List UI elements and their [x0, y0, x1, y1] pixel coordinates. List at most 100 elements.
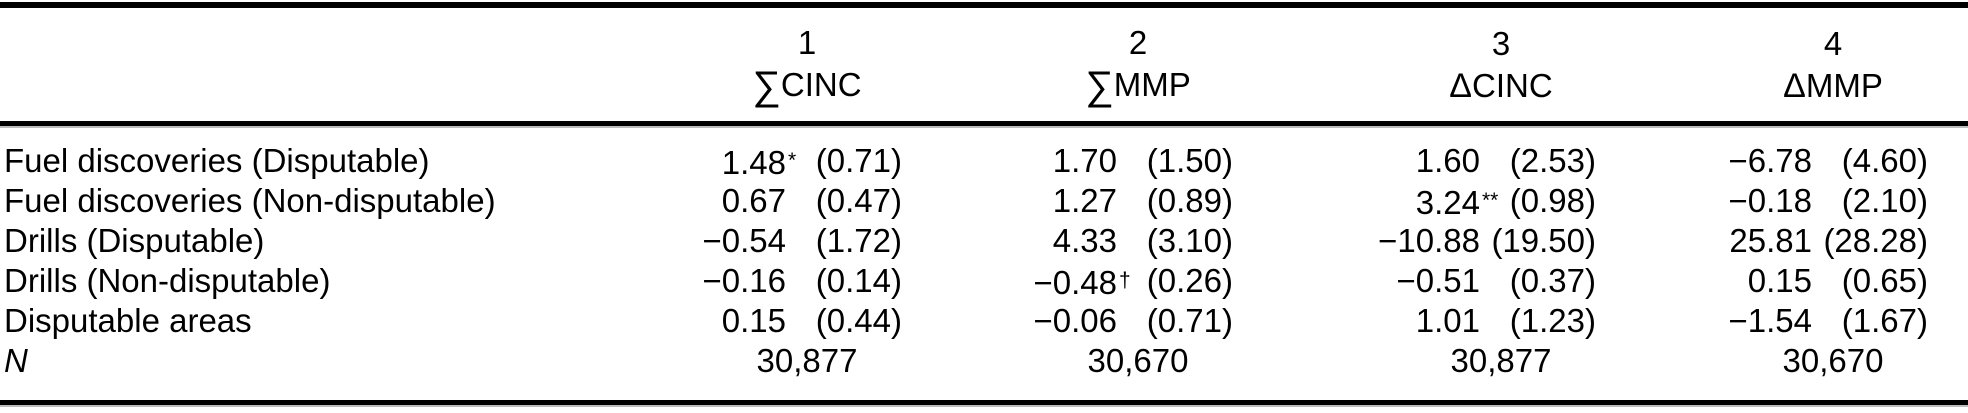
coefficient-value: 3.24** — [1233, 181, 1499, 221]
row-label: Fuel discoveries (Disputable) — [4, 142, 430, 179]
row-label: Drills (Non-disputable) — [4, 262, 331, 299]
header-label-spacer — [4, 8, 560, 121]
standard-error: (1.67) — [1841, 302, 1928, 339]
sum-symbol: ∑ — [1085, 64, 1114, 108]
coefficient-value: 4.33 — [1052, 222, 1117, 259]
coefficient-cell: 1.70 (1.50) — [902, 141, 1233, 181]
coefficient-value: −0.06 — [1033, 302, 1118, 339]
coefficient-cell: 0.15 (0.65) — [1596, 261, 1928, 301]
standard-error: (0.14) — [815, 262, 902, 299]
coefficient-cell: 0.67 (0.47) — [560, 181, 902, 221]
coefficient-cell: 1.01 (1.23) — [1233, 301, 1596, 341]
table-row: Disputable areas 0.15 (0.44) −0.06 (0.71… — [4, 301, 1928, 341]
row-label: Fuel discoveries (Non-disputable) — [4, 182, 496, 219]
coefficient-cell: −1.54 (1.67) — [1596, 301, 1929, 341]
standard-error: (4.60) — [1841, 142, 1928, 179]
column-number: 1 — [797, 24, 817, 61]
coefficient-value: 1.27 — [1052, 182, 1117, 219]
table-body: Fuel discoveries (Disputable) 1.48* (0.7… — [4, 141, 1928, 381]
coefficient-cell: −0.06 (0.71) — [902, 301, 1234, 341]
coefficient-value: 0.15 — [721, 302, 786, 339]
column-title: ∑MMP — [1043, 64, 1233, 107]
standard-error: (3.10) — [1146, 222, 1233, 259]
n-label: N — [4, 342, 28, 379]
n-cell: 30,877 — [560, 341, 902, 381]
n-value: 30,670 — [1782, 342, 1884, 379]
coefficient-cell: 1.60 (2.53) — [1233, 141, 1596, 181]
standard-error: (1.23) — [1509, 302, 1596, 339]
coefficient-value: −0.51 — [1396, 262, 1481, 299]
standard-error: (0.98) — [1509, 182, 1596, 219]
column-header-3: 3 ΔCINC — [1233, 8, 1596, 121]
coefficient-cell: 25.81 (28.28) — [1596, 221, 1928, 261]
n-cell: 30,877 — [1233, 341, 1596, 381]
column-header-4: 4 ΔMMP — [1596, 8, 1928, 121]
coefficient-value: −0.48† — [902, 261, 1131, 301]
table-rule-top — [0, 2, 1968, 8]
column-number: 2 — [1128, 24, 1148, 61]
coefficient-value: 25.81 — [1729, 222, 1812, 259]
coefficient-cell: 0.15 (0.44) — [560, 301, 902, 341]
column-title: ∑CINC — [712, 64, 902, 107]
coefficient-cell: −0.51 (0.37) — [1233, 261, 1597, 301]
table-row: Fuel discoveries (Disputable) 1.48* (0.7… — [4, 141, 1928, 181]
column-header-2: 2 ∑MMP — [902, 8, 1233, 121]
standard-error: (0.47) — [815, 182, 902, 219]
standard-error: (2.53) — [1509, 142, 1596, 179]
coefficient-cell: 4.33 (3.10) — [902, 221, 1233, 261]
table-header-row: 1 ∑CINC 2 ∑MMP 3 ΔCINC 4 ΔMMP — [4, 8, 1928, 121]
column-title: ΔMMP — [1738, 65, 1928, 107]
coefficient-cell: −0.18 (2.10) — [1596, 181, 1929, 221]
n-value: 30,670 — [1087, 342, 1189, 379]
coefficient-value: 1.48* — [560, 141, 796, 181]
coefficient-cell: −0.54 (1.72) — [560, 221, 903, 261]
coefficient-cell: 1.27 (0.89) — [902, 181, 1233, 221]
standard-error: (0.26) — [1146, 262, 1233, 299]
coefficient-value: 1.70 — [1052, 142, 1117, 179]
standard-error: (1.50) — [1146, 142, 1233, 179]
coefficient-value: −10.88 — [1378, 222, 1480, 259]
coefficient-value: −0.18 — [1728, 182, 1813, 219]
column-title: ΔCINC — [1406, 65, 1596, 107]
sum-symbol: ∑ — [752, 64, 781, 108]
coefficient-value: −6.78 — [1728, 142, 1813, 179]
coefficient-cell: −10.88 (19.50) — [1233, 221, 1596, 261]
table-row: Fuel discoveries (Non-disputable) 0.67 (… — [4, 181, 1928, 221]
column-number: 4 — [1823, 24, 1843, 62]
coefficient-value: −0.54 — [702, 222, 787, 259]
table-row: Drills (Non-disputable) −0.16 (0.14) −0.… — [4, 261, 1928, 301]
row-label: Drills (Disputable) — [4, 222, 265, 259]
standard-error: (2.10) — [1841, 182, 1928, 219]
delta-symbol: Δ — [1783, 66, 1806, 105]
table-rule-header-separator — [0, 121, 1968, 126]
standard-error: (28.28) — [1823, 222, 1928, 259]
coefficient-cell: −0.16 (0.14) — [560, 261, 903, 301]
standard-error: (1.72) — [815, 222, 902, 259]
coefficient-cell: 1.48* (0.71) — [560, 141, 902, 181]
coefficient-value: −1.54 — [1728, 302, 1813, 339]
coefficient-cell: −0.48† (0.26) — [902, 261, 1234, 301]
table-rule-bottom — [0, 400, 1968, 405]
n-value: 30,877 — [756, 342, 858, 379]
standard-error: (0.37) — [1509, 262, 1596, 299]
standard-error: (0.89) — [1146, 182, 1233, 219]
standard-error: (0.65) — [1841, 262, 1928, 299]
n-value: 30,877 — [1450, 342, 1552, 379]
coefficient-cell: −6.78 (4.60) — [1596, 141, 1929, 181]
coefficient-value: 0.15 — [1747, 262, 1812, 299]
standard-error: (19.50) — [1491, 222, 1596, 259]
n-cell: 30,670 — [902, 341, 1233, 381]
coefficient-value: 1.60 — [1415, 142, 1480, 179]
delta-symbol: Δ — [1449, 66, 1473, 105]
column-title-text: MMP — [1805, 66, 1883, 104]
column-title-text: MMP — [1113, 66, 1191, 103]
row-label: Disputable areas — [4, 302, 252, 339]
coefficient-value: −0.16 — [702, 262, 787, 299]
standard-error: (0.71) — [815, 142, 902, 179]
n-cell: 30,670 — [1596, 341, 1928, 381]
column-title-text: CINC — [780, 66, 862, 103]
standard-error: (0.71) — [1146, 302, 1233, 339]
table-row: Drills (Disputable) −0.54 (1.72) 4.33 (3… — [4, 221, 1928, 261]
column-number: 3 — [1491, 24, 1511, 62]
